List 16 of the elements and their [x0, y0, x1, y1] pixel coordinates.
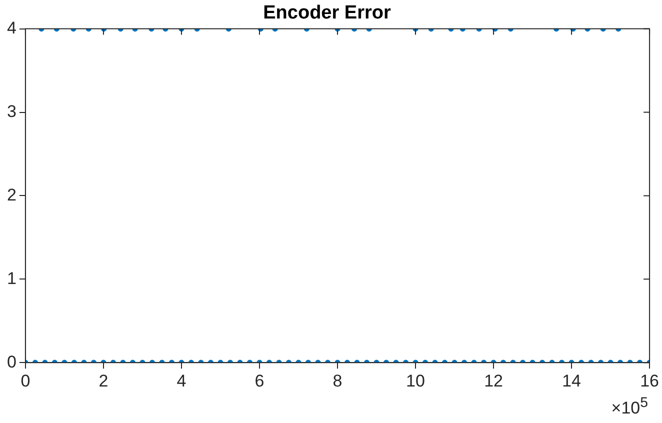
- y-tick-label: 3: [6, 102, 16, 121]
- y-tick-label: 2: [6, 185, 16, 204]
- x-tick-label: 14: [562, 371, 581, 390]
- x-tick-label: 8: [332, 371, 342, 390]
- x-tick-label: 6: [254, 371, 264, 390]
- x-tick-label: 0: [20, 371, 30, 390]
- x-tick-label: 16: [640, 371, 660, 390]
- x-tick-label: 10: [406, 371, 425, 390]
- x-tick-label: 2: [98, 371, 108, 390]
- x-tick-label: 12: [484, 371, 503, 390]
- y-tick-label: 0: [6, 352, 16, 372]
- y-tick-label: 1: [6, 268, 16, 288]
- text: ×10$^{5}$: [611, 395, 648, 419]
- y-tick-label: 4: [6, 18, 16, 38]
- x-tick-label: 4: [176, 371, 186, 390]
- chart-title: Encoder Error: [263, 2, 392, 24]
